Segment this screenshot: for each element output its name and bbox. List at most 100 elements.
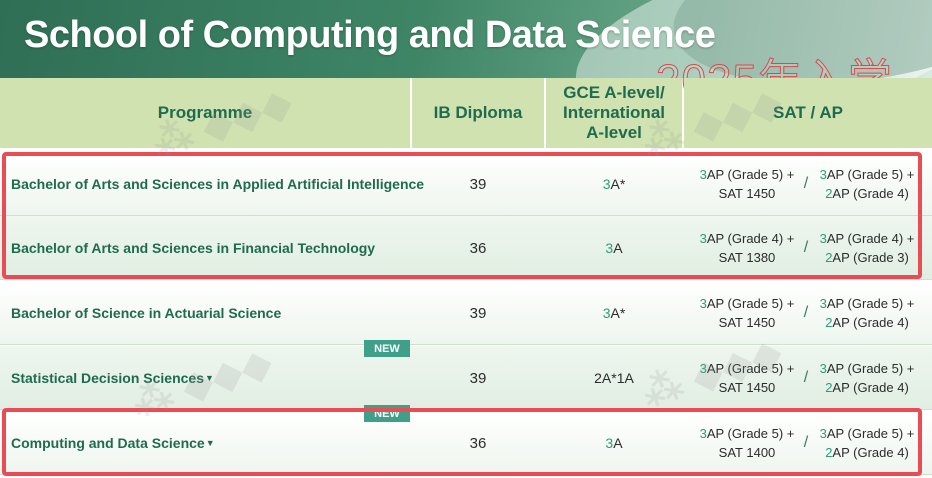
row-background xyxy=(0,216,932,280)
header-gce-line2: International xyxy=(562,103,665,122)
gce-requirement: 3 A* xyxy=(546,281,682,345)
sat1-ap-count: 3 xyxy=(699,167,707,182)
triangle-down-icon[interactable]: ▼ xyxy=(205,438,215,448)
gce-requirement: 2A*1A xyxy=(546,346,682,410)
programme-name: Bachelor of Arts and Sciences in Applied… xyxy=(11,152,424,216)
sat-option-1: 3AP (Grade 5) + SAT 1450 xyxy=(688,346,806,410)
sat2-ap-count-1: 3 xyxy=(819,296,827,311)
highlight-frame-ai-fintech xyxy=(2,152,922,279)
triangle-down-icon[interactable]: ▼ xyxy=(204,373,214,383)
header-gce-line3: A-level xyxy=(586,123,642,142)
gce-requirement: 3 A* xyxy=(546,152,682,216)
sat2-ap-grade-1: AP (Grade 5) + xyxy=(826,426,915,441)
sat1-sat-score: SAT 1400 xyxy=(718,445,776,460)
sat2-ap-count-1: 3 xyxy=(819,361,827,376)
ib-score: 39 xyxy=(469,304,487,322)
sat1-ap-count: 3 xyxy=(699,296,707,311)
option-separator: / xyxy=(803,434,809,451)
sat-option-1: 3AP (Grade 5) + SAT 1400 xyxy=(688,411,806,475)
sat1-ap-grade: AP (Grade 4) + xyxy=(706,231,795,246)
sat-option-2: 3AP (Grade 5) + 2AP (Grade 4) xyxy=(808,152,926,216)
sat1-ap-grade: AP (Grade 5) + xyxy=(706,296,795,311)
table-row: Statistical Decision Sciences ▼ 39 2A*1A 3AP… xyxy=(0,346,932,410)
sat1-ap-count: 3 xyxy=(699,361,707,376)
row-divider xyxy=(0,279,932,280)
sat2-ap-count-2: 2 xyxy=(825,315,833,330)
sat2-ap-count-1: 3 xyxy=(819,426,827,441)
programme-name-text: Bachelor of Arts and Sciences in Applied… xyxy=(11,176,425,192)
sat-option-1: 3AP (Grade 4) + SAT 1380 xyxy=(688,216,806,280)
gce-grade: 2A*1A xyxy=(594,370,634,386)
option-separator: / xyxy=(803,175,809,192)
sat-option-2: 3AP (Grade 5) + 2AP (Grade 4) xyxy=(808,411,926,475)
sat1-ap-count: 3 xyxy=(699,426,707,441)
sat1-ap-grade: AP (Grade 5) + xyxy=(706,361,795,376)
header-sat-ap: SAT / AP xyxy=(684,78,932,148)
row-background xyxy=(0,152,932,216)
header-gce-line1: GCE A-level/ xyxy=(563,83,665,102)
sat2-ap-grade-1: AP (Grade 4) + xyxy=(826,231,915,246)
row-background xyxy=(0,281,932,345)
ib-score: 36 xyxy=(469,239,487,257)
table-row: Bachelor of Science in Actuarial Science… xyxy=(0,281,932,345)
gce-count: 3 xyxy=(602,176,611,192)
sat2-ap-grade-2: AP (Grade 4) xyxy=(832,445,909,460)
ib-score: 39 xyxy=(469,369,487,387)
sat2-ap-count-1: 3 xyxy=(819,231,827,246)
sat-option-2: 3AP (Grade 5) + 2AP (Grade 4) xyxy=(808,346,926,410)
table-row: Bachelor of Arts and Sciences in Applied… xyxy=(0,152,932,216)
sat1-sat-score: SAT 1380 xyxy=(718,250,776,265)
sat2-ap-count-2: 2 xyxy=(825,186,833,201)
programme-name-text: Statistical Decision Sciences xyxy=(11,370,204,386)
sat2-ap-grade-2: AP (Grade 4) xyxy=(832,186,909,201)
sat2-ap-count-2: 2 xyxy=(825,380,833,395)
header-programme: Programme xyxy=(0,78,410,148)
header-ib-diploma: IB Diploma xyxy=(412,78,544,148)
programme-name-text: Bachelor of Arts and Sciences in Financi… xyxy=(11,240,376,256)
programme-name-text: Computing and Data Science xyxy=(11,435,205,451)
option-separator: / xyxy=(803,239,809,256)
sat2-ap-grade-1: AP (Grade 5) + xyxy=(826,361,915,376)
header-gce-a-level: GCE A-level/ International A-level xyxy=(546,78,682,148)
sat2-ap-grade-2: AP (Grade 4) xyxy=(832,315,909,330)
row-divider xyxy=(0,215,932,216)
sat1-ap-grade: AP (Grade 5) + xyxy=(706,426,795,441)
banner: School of Computing and Data Science xyxy=(0,0,932,78)
gce-count: 3 xyxy=(602,305,611,321)
ib-score: 36 xyxy=(469,434,487,452)
sat1-ap-count: 3 xyxy=(699,231,707,246)
sat-option-2: 3AP (Grade 4) + 2AP (Grade 3) xyxy=(808,216,926,280)
sat1-sat-score: SAT 1450 xyxy=(718,186,776,201)
sat2-ap-grade-2: AP (Grade 3) xyxy=(832,250,909,265)
programme-name: Statistical Decision Sciences ▼ xyxy=(11,346,406,410)
sat2-ap-count-1: 3 xyxy=(819,167,827,182)
programme-name: Bachelor of Arts and Sciences in Financi… xyxy=(11,216,406,280)
page-title: School of Computing and Data Science xyxy=(24,14,716,56)
gce-grade: A xyxy=(613,240,623,256)
sat-option-2: 3AP (Grade 5) + 2AP (Grade 4) xyxy=(808,281,926,345)
sat2-ap-grade-1: AP (Grade 5) + xyxy=(826,296,915,311)
programme-name: Computing and Data Science ▼ xyxy=(11,411,406,475)
row-divider xyxy=(0,344,932,345)
sat1-sat-score: SAT 1450 xyxy=(718,315,776,330)
row-background xyxy=(0,346,932,410)
gce-grade: A xyxy=(613,435,623,451)
highlight-frame-computing xyxy=(2,408,922,476)
table-row: Computing and Data Science ▼ 36 3 A 3AP (Grad… xyxy=(0,411,932,475)
option-separator: / xyxy=(803,304,809,321)
sat-option-1: 3AP (Grade 5) + SAT 1450 xyxy=(688,152,806,216)
sat1-ap-grade: AP (Grade 5) + xyxy=(706,167,795,182)
option-separator: / xyxy=(803,369,809,386)
sat2-ap-grade-1: AP (Grade 5) + xyxy=(826,167,915,182)
gce-count: 3 xyxy=(605,240,614,256)
gce-grade: A* xyxy=(610,176,626,192)
row-background xyxy=(0,411,932,475)
sat-option-1: 3AP (Grade 5) + SAT 1450 xyxy=(688,281,806,345)
sat2-ap-count-2: 2 xyxy=(825,445,833,460)
programme-name-text: Bachelor of Science in Actuarial Science xyxy=(11,305,282,321)
gce-grade: A* xyxy=(610,305,626,321)
programme-name: Bachelor of Science in Actuarial Science xyxy=(11,281,406,345)
sat2-ap-grade-2: AP (Grade 4) xyxy=(832,380,909,395)
